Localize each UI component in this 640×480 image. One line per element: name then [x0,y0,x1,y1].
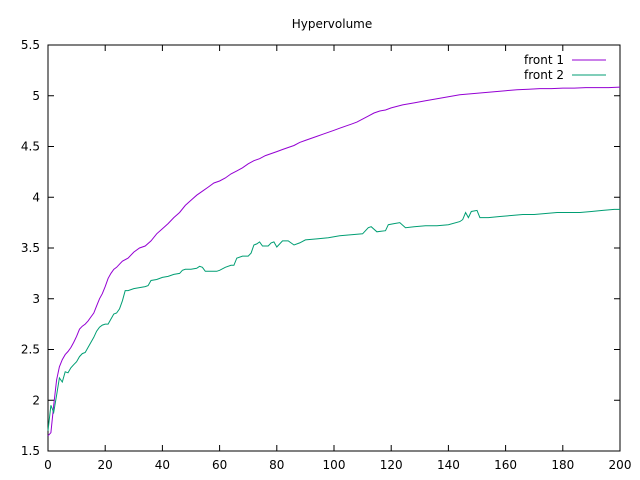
y-tick-label: 4.5 [21,140,40,154]
x-tick-label: 40 [155,458,170,472]
y-tick-label: 2 [32,393,40,407]
y-tick-label: 2.5 [21,343,40,357]
legend-label-front-1: front 1 [524,53,564,67]
chart-title: Hypervolume [292,17,373,31]
x-tick-label: 180 [551,458,574,472]
x-tick-label: 200 [609,458,632,472]
x-tick-label: 160 [494,458,517,472]
y-tick-label: 4 [32,190,40,204]
legend-label-front-2: front 2 [524,68,564,82]
x-tick-label: 100 [323,458,346,472]
y-tick-label: 5.5 [21,38,40,52]
series-line-front-1 [47,86,621,437]
plot-border [47,44,621,452]
x-tick-label: 20 [98,458,113,472]
x-tick-label: 60 [212,458,227,472]
x-tick-label: 120 [380,458,403,472]
y-tick-label: 3.5 [21,241,40,255]
x-tick-label: 140 [437,458,460,472]
plot-frame [47,44,621,452]
y-tick-label: 5 [32,89,40,103]
x-tick-label: 80 [269,458,284,472]
x-tick-label: 0 [44,458,52,472]
series-line-front-2 [47,208,620,431]
y-tick-label: 3 [32,292,40,306]
series-lines [47,86,621,437]
axis-ticks: 0 20 40 60 80 100 120 140 160 180 200 1.5 2 2.5 3 3.5 4 4… [21,38,632,472]
y-tick-label: 1.5 [21,444,40,458]
